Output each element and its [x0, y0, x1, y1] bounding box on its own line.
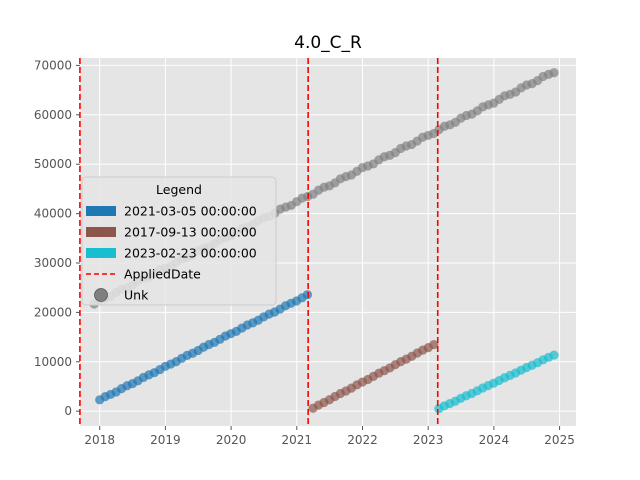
y-tick-label: 10000 — [34, 355, 72, 369]
grid — [80, 58, 576, 426]
applied-date-lines — [79, 58, 439, 426]
x-tick-label: 2020 — [216, 433, 247, 447]
y-tick-label: 40000 — [34, 207, 72, 221]
legend: Legend 2021-03-05 00:00:00 2017-09-13 00:0… — [81, 176, 277, 306]
y-tick-label: 20000 — [34, 305, 72, 319]
legend-marker — [94, 288, 108, 302]
data-point — [549, 68, 559, 78]
x-tick-label: 2025 — [544, 433, 575, 447]
legend-label: 2021-03-05 00:00:00 — [124, 204, 257, 219]
y-tick-label: 60000 — [34, 108, 72, 122]
x-tick-label: 2018 — [84, 433, 115, 447]
legend-box — [81, 176, 277, 306]
legend-swatch — [86, 206, 116, 216]
legend-label: AppliedDate — [124, 267, 201, 282]
legend-label: 2023-02-23 00:00:00 — [124, 246, 257, 261]
y-axis: 0 10000 20000 30000 40000 50000 60000 70000 — [34, 58, 80, 418]
data-points — [89, 68, 559, 414]
y-tick-label: 30000 — [34, 256, 72, 270]
legend-swatch — [86, 248, 116, 258]
x-tick-label: 2022 — [347, 433, 378, 447]
y-tick-label: 70000 — [34, 58, 72, 72]
legend-label: Unk — [124, 288, 149, 303]
legend-label: 2017-09-13 00:00:00 — [124, 225, 257, 240]
x-tick-label: 2023 — [413, 433, 444, 447]
x-axis: 2018 2019 2020 2021 2022 2023 2024 2025 — [84, 426, 575, 447]
y-tick-label: 50000 — [34, 157, 72, 171]
chart-title: 4.0_C_R — [294, 33, 362, 53]
x-tick-label: 2021 — [282, 433, 313, 447]
legend-swatch — [86, 227, 116, 237]
data-point — [549, 350, 559, 360]
y-tick-label: 0 — [64, 404, 72, 418]
data-point — [429, 339, 439, 350]
x-tick-label: 2019 — [150, 433, 181, 447]
x-tick-label: 2024 — [479, 433, 510, 447]
legend-title: Legend — [156, 182, 202, 197]
